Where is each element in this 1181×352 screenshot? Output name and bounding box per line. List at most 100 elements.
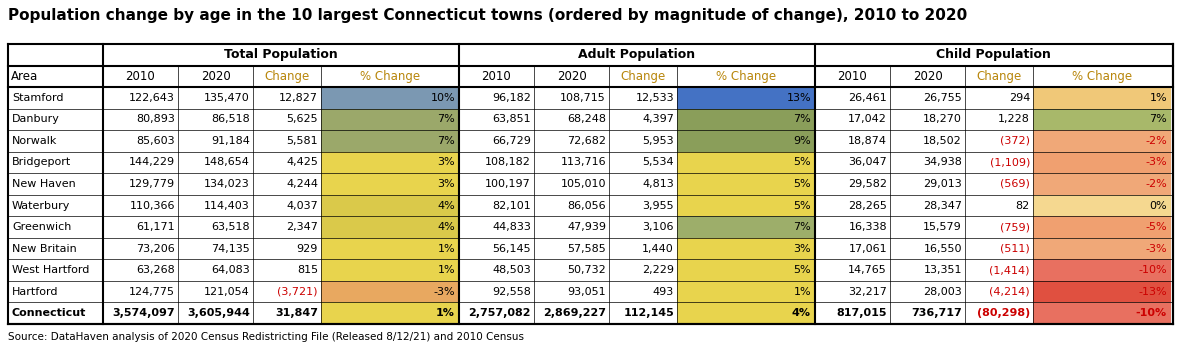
Text: 32,217: 32,217 [848, 287, 887, 297]
Text: 13%: 13% [787, 93, 811, 103]
Text: 129,779: 129,779 [129, 179, 175, 189]
Text: Greenwich: Greenwich [12, 222, 71, 232]
Text: -10%: -10% [1136, 308, 1167, 318]
Text: 66,729: 66,729 [492, 136, 531, 146]
Bar [677, 281, 815, 302]
Text: -2%: -2% [1146, 179, 1167, 189]
Text: 26,755: 26,755 [924, 93, 963, 103]
Text: 493: 493 [653, 287, 674, 297]
Text: Adult Population: Adult Population [579, 48, 696, 61]
Text: 64,083: 64,083 [211, 265, 250, 275]
Text: 2,757,082: 2,757,082 [469, 308, 531, 318]
Text: 1%: 1% [1149, 93, 1167, 103]
Bar [677, 87, 815, 109]
Text: Bridgeport: Bridgeport [12, 157, 71, 168]
Text: % Change: % Change [716, 70, 776, 83]
Text: 736,717: 736,717 [912, 308, 963, 318]
Text: 2,869,227: 2,869,227 [543, 308, 606, 318]
Bar [1033, 152, 1172, 173]
Text: (1,414): (1,414) [990, 265, 1030, 275]
Text: 18,502: 18,502 [924, 136, 963, 146]
Bar [321, 238, 459, 259]
Text: 2020: 2020 [201, 70, 230, 83]
Text: 17,042: 17,042 [848, 114, 887, 124]
Text: 31,847: 31,847 [275, 308, 318, 318]
Text: -3%: -3% [433, 287, 455, 297]
Text: -10%: -10% [1138, 265, 1167, 275]
Text: 17,061: 17,061 [848, 244, 887, 253]
Text: 5,625: 5,625 [286, 114, 318, 124]
Text: 113,716: 113,716 [560, 157, 606, 168]
Text: 3%: 3% [437, 179, 455, 189]
Text: 4,425: 4,425 [286, 157, 318, 168]
Text: Population change by age in the 10 largest Connecticut towns (ordered by magnitu: Population change by age in the 10 large… [8, 8, 967, 23]
Text: 134,023: 134,023 [204, 179, 250, 189]
Text: 7%: 7% [437, 114, 455, 124]
Text: 4,244: 4,244 [286, 179, 318, 189]
Text: 3%: 3% [437, 157, 455, 168]
Text: 3,106: 3,106 [642, 222, 674, 232]
Bar [677, 109, 815, 130]
Text: 92,558: 92,558 [492, 287, 531, 297]
Text: % Change: % Change [360, 70, 420, 83]
Text: -5%: -5% [1146, 222, 1167, 232]
Text: 16,338: 16,338 [848, 222, 887, 232]
Text: % Change: % Change [1072, 70, 1133, 83]
Text: 124,775: 124,775 [129, 287, 175, 297]
Text: Connecticut: Connecticut [12, 308, 86, 318]
Bar [677, 216, 815, 238]
Text: Waterbury: Waterbury [12, 201, 71, 210]
Text: -13%: -13% [1138, 287, 1167, 297]
Text: 12,827: 12,827 [279, 93, 318, 103]
Text: 48,503: 48,503 [492, 265, 531, 275]
Text: -3%: -3% [1146, 157, 1167, 168]
Bar [321, 109, 459, 130]
Text: West Hartford: West Hartford [12, 265, 90, 275]
Bar [677, 302, 815, 324]
Text: (3,721): (3,721) [278, 287, 318, 297]
Text: 108,182: 108,182 [485, 157, 531, 168]
Text: 36,047: 36,047 [848, 157, 887, 168]
Text: 80,893: 80,893 [136, 114, 175, 124]
Bar [321, 130, 459, 152]
Text: (372): (372) [1000, 136, 1030, 146]
Text: 13,351: 13,351 [924, 265, 963, 275]
Text: Total Population: Total Population [224, 48, 338, 61]
Text: 108,715: 108,715 [560, 93, 606, 103]
Bar [1033, 259, 1172, 281]
Bar [1033, 281, 1172, 302]
Text: 4%: 4% [437, 222, 455, 232]
Text: -2%: -2% [1146, 136, 1167, 146]
Text: -3%: -3% [1146, 244, 1167, 253]
Text: 0%: 0% [1149, 201, 1167, 210]
Text: 1%: 1% [437, 244, 455, 253]
Text: 114,403: 114,403 [204, 201, 250, 210]
Text: 63,518: 63,518 [211, 222, 250, 232]
Text: 3,605,944: 3,605,944 [187, 308, 250, 318]
Text: Danbury: Danbury [12, 114, 60, 124]
Text: 5%: 5% [794, 179, 811, 189]
Bar [321, 87, 459, 109]
Text: 3,955: 3,955 [642, 201, 674, 210]
Text: 28,265: 28,265 [848, 201, 887, 210]
Text: 86,056: 86,056 [567, 201, 606, 210]
Text: 56,145: 56,145 [492, 244, 531, 253]
Text: 5%: 5% [794, 157, 811, 168]
Text: 7%: 7% [437, 136, 455, 146]
Text: 3,574,097: 3,574,097 [112, 308, 175, 318]
Bar [321, 152, 459, 173]
Text: Norwalk: Norwalk [12, 136, 58, 146]
Text: 5%: 5% [794, 265, 811, 275]
Text: (511): (511) [1000, 244, 1030, 253]
Text: 29,013: 29,013 [924, 179, 963, 189]
Text: 18,874: 18,874 [848, 136, 887, 146]
Text: 112,145: 112,145 [624, 308, 674, 318]
Text: 9%: 9% [794, 136, 811, 146]
Text: 5%: 5% [794, 201, 811, 210]
Text: 4%: 4% [437, 201, 455, 210]
Text: 16,550: 16,550 [924, 244, 963, 253]
Bar [321, 173, 459, 195]
Bar [1033, 216, 1172, 238]
Bar [1033, 195, 1172, 216]
Text: (759): (759) [1000, 222, 1030, 232]
